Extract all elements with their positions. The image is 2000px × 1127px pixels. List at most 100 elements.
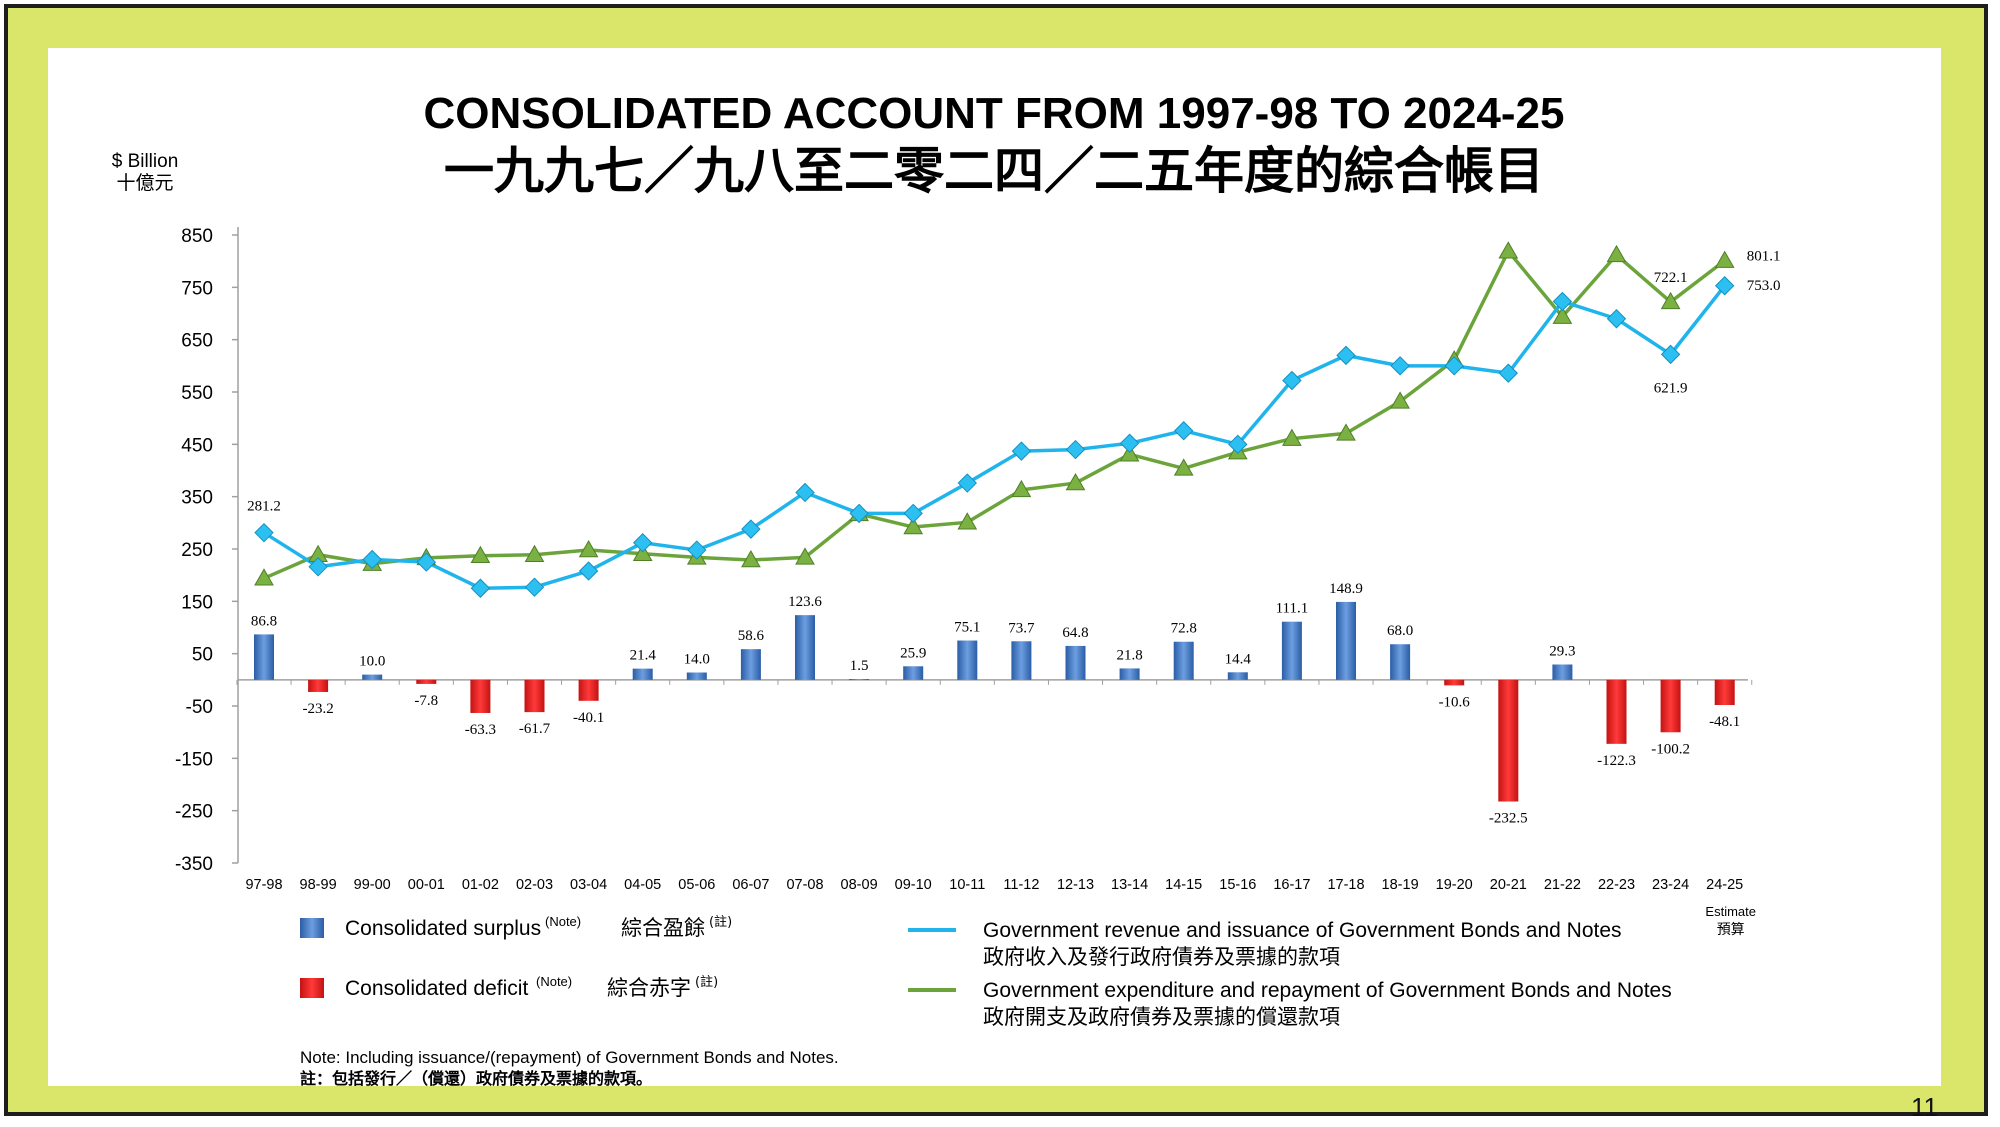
revenue-point (903, 503, 923, 524)
expenditure-point (1390, 391, 1410, 409)
expenditure-point (1606, 244, 1627, 263)
x-tick-label: 20-21 (1490, 877, 1527, 893)
y-tick-label: 450 (181, 435, 213, 456)
deficit-bar (578, 679, 599, 701)
expenditure-point (1282, 428, 1302, 446)
revenue-point (1714, 276, 1735, 296)
y-axis-label: $ Billion (112, 151, 179, 172)
surplus-bar (1173, 641, 1194, 680)
y-tick-label: 150 (181, 592, 213, 613)
deficit-legend-swatch (300, 978, 324, 998)
revenue-point (1660, 344, 1681, 365)
line-data-label: 753.0 (1747, 278, 1781, 294)
bar-data-label: 14.4 (1225, 651, 1252, 667)
x-tick-label: 13-14 (1111, 877, 1148, 893)
bar-data-label: 148.9 (1329, 581, 1363, 597)
surplus-legend-label-zh: 綜合盈餘 (621, 916, 705, 940)
surplus-bar (795, 615, 815, 680)
bar-data-label: 64.8 (1062, 625, 1088, 641)
revenue-point (470, 578, 491, 598)
surplus-bar (1390, 644, 1411, 680)
bar-data-label: -7.8 (414, 693, 438, 709)
x-tick-label: 23-24 (1652, 877, 1689, 893)
bar-data-label: 86.8 (251, 613, 277, 629)
surplus-bar (254, 634, 274, 680)
footnote: Note: Including issuance/(repayment) of … (300, 1048, 839, 1067)
surplus-bar (1336, 601, 1356, 680)
x-tick-label: 04-05 (624, 877, 661, 893)
page-number: 11 (1911, 1092, 1938, 1122)
surplus-bar (1119, 668, 1140, 680)
x-tick-label: 19-20 (1436, 877, 1473, 893)
x-tick-label: 98-99 (300, 877, 337, 893)
bar-data-label: -232.5 (1489, 811, 1528, 827)
expenditure-point (578, 540, 599, 558)
line-data-label: 281.2 (247, 499, 281, 515)
y-tick-label: 850 (181, 226, 213, 247)
surplus-bar (686, 672, 707, 680)
expenditure-point (903, 517, 924, 535)
revenue-point (957, 473, 978, 493)
x-tick-label: 24-25 (1706, 877, 1743, 893)
y-tick-label: 50 (192, 645, 213, 666)
x-tick-label: 99-00 (354, 877, 391, 893)
deficit-legend-note-zh: (註) (695, 975, 718, 990)
surplus-legend-note-zh: (註) (709, 915, 732, 930)
bar-data-label: 10.0 (359, 654, 385, 670)
surplus-bar (362, 674, 383, 680)
expenditure-point (1173, 458, 1194, 476)
expenditure-point (1660, 291, 1681, 310)
surplus-bar (1011, 641, 1032, 680)
revenue-point (1011, 441, 1032, 461)
expenditure-point (1011, 479, 1032, 498)
bar-data-label: 68.0 (1387, 623, 1413, 639)
bar-data-label: 21.4 (630, 648, 657, 664)
revenue-point (1606, 309, 1627, 329)
surplus-bar (849, 679, 870, 681)
y-tick-label: -250 (175, 802, 213, 823)
consolidated-account-chart: CONSOLIDATED ACCOUNT FROM 1997-98 TO 202… (112, 89, 1781, 1086)
bar-data-label: -40.1 (573, 710, 604, 726)
x-tick-label: 09-10 (895, 877, 932, 893)
y-tick-label: -50 (186, 697, 213, 718)
y-axis-label-zh: 十億元 (116, 172, 173, 194)
expenditure-point (795, 547, 815, 565)
x-tick-label: 08-09 (841, 877, 878, 893)
expenditure-line (263, 249, 1726, 580)
bar-data-label: -48.1 (1709, 714, 1740, 730)
revenue-point (795, 482, 815, 503)
revenue-point (578, 561, 599, 581)
deficit-bar (416, 679, 437, 684)
revenue-point (416, 552, 437, 572)
revenue-point (741, 519, 761, 539)
estimate-label-zh: 預算 (1717, 922, 1745, 938)
revenue-line (263, 284, 1727, 590)
chart-panel: CONSOLIDATED ACCOUNT FROM 1997-98 TO 202… (48, 48, 1941, 1086)
bar-data-label: -122.3 (1597, 753, 1636, 769)
revenue-point (1228, 434, 1248, 455)
slide-frame: CONSOLIDATED ACCOUNT FROM 1997-98 TO 202… (4, 4, 1988, 1122)
surplus-legend-label: Consolidated surplus (345, 917, 541, 940)
expenditure-point (254, 568, 274, 586)
bar-data-label: -100.2 (1651, 741, 1690, 757)
deficit-legend-note: (Note) (536, 974, 572, 989)
surplus-bar (957, 640, 978, 680)
expenditure-point (741, 549, 761, 568)
x-tick-label: 05-06 (678, 877, 715, 893)
deficit-bar (1660, 679, 1681, 733)
revenue-point (1390, 356, 1410, 376)
revenue-point (687, 540, 707, 560)
x-tick-label: 10-11 (949, 877, 985, 893)
revenue-point (1119, 433, 1140, 453)
x-tick-label: 02-03 (516, 877, 553, 893)
bar-data-label: 75.1 (954, 620, 980, 636)
surplus-bar (1227, 672, 1248, 680)
deficit-bar (1444, 679, 1465, 686)
x-tick-label: 01-02 (462, 877, 499, 893)
revenue-point (1065, 439, 1086, 460)
footnote-zh: 註：包括發行／（償還）政府債券及票據的款項。 (300, 1069, 652, 1086)
surplus-bar (740, 649, 761, 680)
revenue-point (1444, 356, 1464, 376)
expenditure-point (1336, 423, 1356, 441)
bar-data-label: 29.3 (1549, 643, 1575, 659)
